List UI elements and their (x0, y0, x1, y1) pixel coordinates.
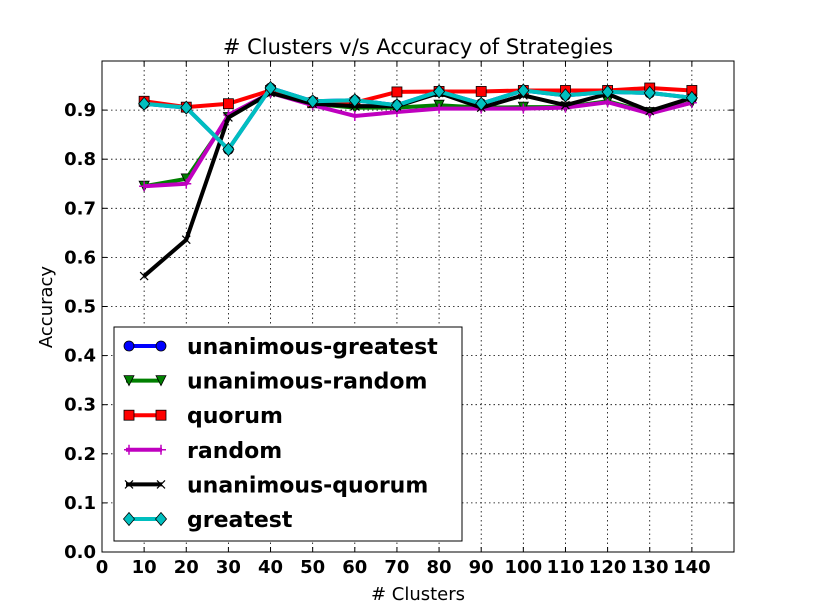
legend-marker-unanimous-quorum (124, 479, 134, 489)
legend-marker-unanimous-quorum (156, 479, 166, 489)
x-tick-label: 120 (589, 557, 627, 578)
legend: unanimous-greatest unanimous-random quorum… (113, 326, 463, 542)
data-point-greatest (601, 84, 614, 100)
data-point-greatest (643, 85, 656, 101)
legend-marker-unanimous-random (155, 375, 167, 387)
series-line-greatest (143, 86, 693, 152)
x-tick-label: 60 (342, 557, 367, 578)
legend-entry-greatest: greatest (122, 508, 293, 533)
legend-marker-unanimous-random (123, 375, 135, 387)
data-point-unanimous-quorum (181, 235, 191, 245)
data-point-quorum (222, 98, 234, 110)
legend-marker-unanimous-greatest (123, 340, 135, 352)
legend-label: unanimous-greatest (187, 335, 438, 360)
data-point-unanimous-quorum (645, 106, 655, 116)
legend-marker-random (124, 444, 134, 455)
data-point-greatest (517, 83, 530, 98)
series-layer (138, 80, 698, 281)
legend-marker-greatest (154, 511, 168, 527)
legend-entry-random: random (124, 439, 282, 464)
data-point-greatest (138, 96, 151, 111)
data-point-greatest (180, 100, 193, 115)
data-point-random (139, 181, 150, 192)
x-tick-label: 100 (505, 557, 543, 578)
legend-entry-unanimous-random: unanimous-random (123, 370, 427, 395)
y-tick-label: 0.2 (64, 444, 96, 465)
legend-label: quorum (187, 404, 283, 429)
data-point-greatest (306, 94, 319, 109)
x-tick-label: 50 (300, 557, 325, 578)
legend-marker-unanimous-greatest (155, 340, 167, 352)
x-tick-label: 140 (673, 557, 711, 578)
legend-entry-unanimous-greatest: unanimous-greatest (123, 335, 438, 360)
x-tick-label: 0 (96, 557, 109, 578)
data-point-greatest (390, 98, 403, 113)
x-tick-label: 110 (547, 557, 585, 578)
legend-marker-greatest (122, 511, 136, 527)
data-point-greatest (559, 88, 572, 103)
data-point-random (518, 103, 529, 114)
data-point-greatest (222, 142, 235, 157)
data-point-random (181, 178, 192, 189)
data-point-greatest (685, 90, 698, 105)
y-tick-label: 0.1 (64, 493, 96, 514)
x-tick-label: 130 (631, 557, 669, 578)
y-tick-label: 0.5 (64, 297, 96, 318)
y-tick-label: 0.8 (64, 149, 96, 170)
data-point-greatest (433, 84, 446, 99)
x-tick-label: 30 (216, 557, 241, 578)
ticks: 0 10 20 30 40 50 60 70 80 90 100 110 120 130 140 0.0 0.1… (64, 61, 734, 578)
x-tick-label: 80 (427, 557, 452, 578)
data-point-unanimous-quorum (561, 100, 570, 110)
y-tick-label: 0.6 (64, 247, 96, 268)
legend-marker-quorum (123, 409, 135, 421)
y-tick-label: 0.9 (64, 100, 96, 121)
y-tick-label: 0.0 (64, 542, 96, 563)
legend-marker-quorum (155, 409, 167, 421)
grid (102, 61, 734, 552)
data-point-random (349, 110, 360, 121)
data-point-greatest (348, 93, 361, 108)
x-tick-label: 90 (469, 557, 494, 578)
legend-label: random (187, 439, 282, 464)
data-point-quorum (391, 86, 403, 98)
y-tick-label: 0.7 (64, 198, 96, 219)
legend-box (113, 326, 463, 542)
chart-title: # Clusters v/s Accuracy of Strategies (223, 35, 613, 59)
legend-label: unanimous-quorum (187, 473, 428, 498)
data-point-greatest (475, 96, 488, 111)
data-point-greatest (264, 80, 277, 96)
series-greatest (138, 80, 698, 157)
data-point-unanimous-quorum (223, 113, 233, 122)
x-tick-label: 40 (258, 557, 283, 578)
y-tick-label: 0.3 (64, 395, 96, 416)
legend-label: greatest (187, 508, 293, 533)
x-tick-label: 70 (384, 557, 409, 578)
data-point-random (434, 103, 445, 114)
y-axis-label: Accuracy (36, 266, 57, 349)
series-line-quorum (143, 86, 692, 110)
data-point-quorum (475, 86, 487, 97)
legend-label: unanimous-random (187, 370, 427, 395)
x-axis-label: # Clusters (371, 584, 465, 605)
x-tick-label: 20 (174, 557, 199, 578)
y-tick-label: 0.4 (64, 346, 96, 367)
legend-marker-random (156, 444, 166, 455)
legend-entry-unanimous-quorum: unanimous-quorum (124, 473, 428, 498)
data-point-unanimous-quorum (139, 271, 149, 281)
legend-entry-quorum: quorum (123, 404, 283, 429)
x-tick-label: 10 (132, 557, 157, 578)
